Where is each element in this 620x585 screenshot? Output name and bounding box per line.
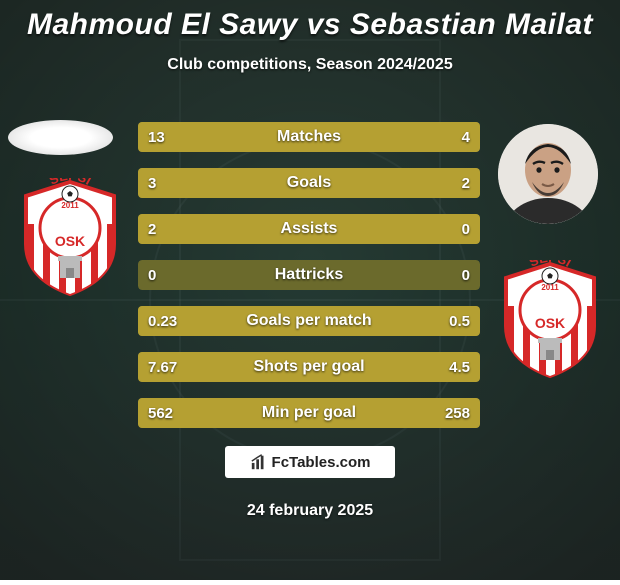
player-avatar-left <box>8 120 113 155</box>
bar-label: Goals <box>138 168 480 198</box>
page-title: Mahmoud El Sawy vs Sebastian Mailat <box>0 0 620 42</box>
bar-label: Goals per match <box>138 306 480 336</box>
bar-row: 0.23 0.5 Goals per match <box>138 306 480 336</box>
footer-brand[interactable]: FcTables.com <box>225 446 395 478</box>
svg-text:OSK: OSK <box>535 315 565 331</box>
bar-row: 7.67 4.5 Shots per goal <box>138 352 480 382</box>
date-label: 24 february 2025 <box>247 502 373 520</box>
bar-label: Hattricks <box>138 260 480 290</box>
bar-row: 0 0 Hattricks <box>138 260 480 290</box>
bar-row: 3 2 Goals <box>138 168 480 198</box>
chart-icon <box>250 453 268 471</box>
bar-row: 2 0 Assists <box>138 214 480 244</box>
club-badge-right: SEPSI OSK 2011 <box>500 260 600 378</box>
player-avatar-right <box>498 124 598 224</box>
bar-label: Matches <box>138 122 480 152</box>
svg-text:2011: 2011 <box>541 283 559 292</box>
page-subtitle: Club competitions, Season 2024/2025 <box>0 56 620 74</box>
content-root: Mahmoud El Sawy vs Sebastian Mailat Club… <box>0 0 620 580</box>
bar-row: 13 4 Matches <box>138 122 480 152</box>
comparison-bars: 13 4 Matches 3 2 Goals 2 0 Assists 0 0 H… <box>138 122 480 444</box>
bar-row: 562 258 Min per goal <box>138 398 480 428</box>
bar-label: Shots per goal <box>138 352 480 382</box>
footer-brand-text: FcTables.com <box>272 454 371 471</box>
bar-label: Assists <box>138 214 480 244</box>
bar-label: Min per goal <box>138 398 480 428</box>
svg-text:OSK: OSK <box>55 233 85 249</box>
svg-text:2011: 2011 <box>61 201 79 210</box>
club-badge-left: SEPSI OSK 2011 <box>20 178 120 296</box>
